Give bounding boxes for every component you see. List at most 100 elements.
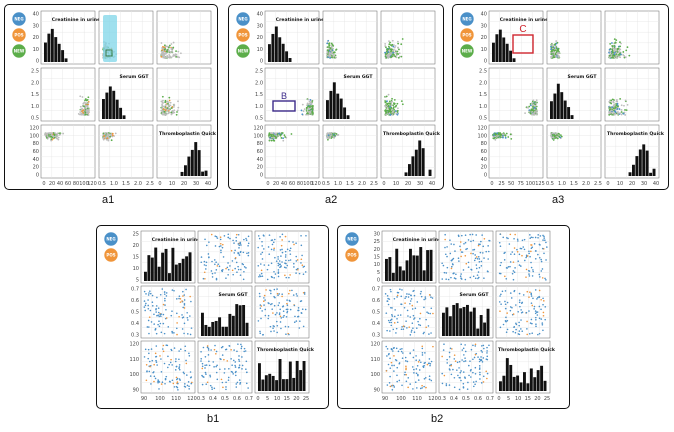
scatter-point bbox=[415, 327, 418, 329]
scatter-point bbox=[298, 272, 301, 275]
x-tick-label: 15 bbox=[525, 396, 531, 402]
scatter-point bbox=[178, 364, 181, 366]
hist-bar bbox=[201, 171, 205, 176]
scatter-point bbox=[267, 314, 270, 317]
scatter-point bbox=[59, 133, 62, 136]
scatter-point bbox=[393, 370, 395, 372]
scatter-point bbox=[391, 314, 393, 316]
scatter-point bbox=[626, 103, 629, 106]
scatter-point bbox=[517, 310, 519, 313]
scatter-point bbox=[179, 301, 182, 303]
hist-bar bbox=[282, 379, 285, 391]
scatter-point bbox=[247, 252, 250, 254]
scatter-point bbox=[531, 304, 534, 307]
scatter-point bbox=[618, 54, 621, 56]
scatter-point bbox=[453, 358, 456, 360]
scatter-point bbox=[279, 236, 281, 238]
hist-bar bbox=[188, 252, 192, 281]
scatter-point bbox=[223, 372, 226, 374]
scatter-point bbox=[426, 363, 429, 366]
scatter-point bbox=[505, 320, 507, 323]
scatter-point bbox=[80, 109, 82, 112]
scatter-point bbox=[462, 386, 465, 388]
scatter-point bbox=[445, 383, 448, 385]
scatter-point bbox=[467, 261, 470, 264]
scatter-point bbox=[620, 42, 622, 45]
scatter-point bbox=[446, 362, 449, 364]
scatter-point bbox=[102, 137, 105, 140]
scatter-point bbox=[221, 246, 224, 249]
cell-a3-r1c0 bbox=[488, 67, 544, 122]
variable-label: Serum GGT bbox=[219, 292, 249, 298]
scatter-point bbox=[165, 292, 168, 294]
y-tick-label: 2.0 bbox=[31, 80, 39, 86]
scatter-point bbox=[613, 113, 616, 116]
scatter-point bbox=[160, 109, 163, 112]
scatter-point bbox=[159, 322, 162, 325]
scatter-point bbox=[166, 100, 169, 103]
scatter-point bbox=[163, 332, 166, 335]
hist-bar bbox=[184, 165, 187, 176]
scatter-point bbox=[285, 276, 288, 279]
scatter-point bbox=[397, 56, 400, 59]
scatter-point bbox=[413, 368, 415, 371]
scatter-point bbox=[393, 98, 396, 101]
scatter-point bbox=[82, 102, 85, 105]
scatter-point bbox=[530, 266, 533, 269]
scatter-point bbox=[409, 300, 412, 302]
scatter-point bbox=[616, 47, 619, 50]
scatter-point bbox=[297, 309, 300, 312]
scatter-point bbox=[502, 133, 505, 136]
scatter-point bbox=[146, 370, 148, 373]
scatter-point bbox=[240, 343, 242, 346]
scatter-point bbox=[109, 133, 112, 136]
hist-bar bbox=[516, 375, 520, 391]
hist-bar bbox=[258, 363, 261, 391]
scatter-point bbox=[538, 317, 541, 320]
scatter-point bbox=[470, 376, 472, 378]
legend-neg-label: NEG bbox=[462, 17, 471, 22]
scatter-point bbox=[204, 277, 206, 280]
scatter-point bbox=[150, 348, 153, 350]
scatter-point bbox=[537, 333, 539, 336]
hist-bar bbox=[211, 321, 215, 336]
scatter-point bbox=[162, 303, 165, 306]
x-tick-label: 10 bbox=[515, 396, 521, 402]
scatter-point bbox=[56, 134, 59, 137]
scatter-point bbox=[412, 314, 415, 317]
scatter-point bbox=[219, 242, 222, 245]
scatter-point bbox=[205, 364, 208, 366]
scatter-point bbox=[619, 56, 622, 59]
scatter-point bbox=[462, 269, 465, 271]
scatter-point bbox=[611, 106, 614, 109]
scatter-point bbox=[401, 289, 403, 291]
scatter-point bbox=[161, 47, 164, 49]
hist-bar bbox=[628, 172, 632, 176]
y-tick-label: 0 bbox=[484, 59, 487, 65]
scatter-point bbox=[432, 345, 434, 348]
scatter-point bbox=[182, 290, 184, 293]
scatter-point bbox=[509, 233, 512, 236]
y-tick-label: 40 bbox=[481, 157, 487, 163]
hist-bar bbox=[526, 383, 530, 391]
scatter-point bbox=[157, 311, 160, 314]
scatter-point bbox=[77, 113, 80, 115]
scatter-point bbox=[513, 253, 516, 256]
scatter-point bbox=[107, 133, 110, 136]
hist-bar bbox=[509, 364, 513, 391]
scatter-point bbox=[488, 344, 490, 347]
scatter-point bbox=[220, 346, 223, 349]
scatter-point bbox=[238, 244, 241, 247]
scatter-point bbox=[56, 137, 59, 140]
scatter-point bbox=[389, 385, 392, 388]
scatter-point bbox=[158, 320, 160, 323]
scatter-point bbox=[400, 43, 403, 46]
scatter-point bbox=[521, 254, 523, 257]
scatter-point bbox=[163, 362, 166, 365]
hist-bar bbox=[190, 149, 194, 176]
scatter-point bbox=[157, 381, 159, 384]
scatter-point bbox=[305, 108, 308, 110]
scatter-point bbox=[449, 369, 451, 371]
scatter-point bbox=[401, 348, 403, 350]
scatter-point bbox=[272, 312, 274, 314]
